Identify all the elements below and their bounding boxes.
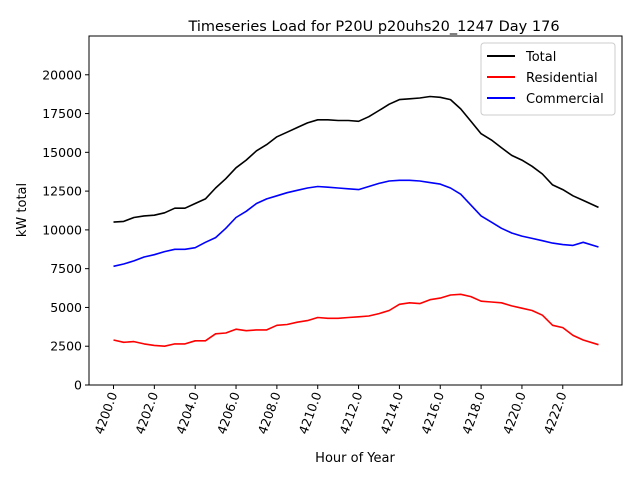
y-tick-label: 12500 (42, 184, 82, 199)
series-line-commercial (113, 179, 599, 268)
y-tick-label: 2500 (50, 339, 82, 354)
y-axis: 0 2500 5000 7500 10000 12500 15000 17500 20000 (42, 67, 89, 393)
y-tick-label: 20000 (42, 67, 82, 82)
legend-label-commercial: Commercial (526, 92, 604, 107)
plot-frame (88, 35, 623, 386)
y-tick-label: 10000 (42, 222, 82, 237)
legend-label-residential: Residential (526, 71, 598, 86)
x-axis-label: Hour of Year (315, 451, 395, 466)
chart-title: Timeseries Load for P20U p20uhs20_1247 D… (187, 19, 559, 35)
y-tick-label: 17500 (42, 106, 82, 121)
legend-label-total: Total (525, 50, 556, 65)
legend: Total Residential Commercial (480, 42, 616, 116)
y-tick-label: 0 (74, 378, 82, 393)
y-tick-label: 5000 (50, 300, 82, 315)
series-line-residential (113, 293, 599, 348)
y-tick-label: 7500 (50, 261, 82, 276)
series-line-total (113, 95, 599, 223)
series-layer (113, 95, 599, 348)
y-axis-label: kW total (15, 183, 30, 237)
y-tick-label: 15000 (42, 145, 82, 160)
